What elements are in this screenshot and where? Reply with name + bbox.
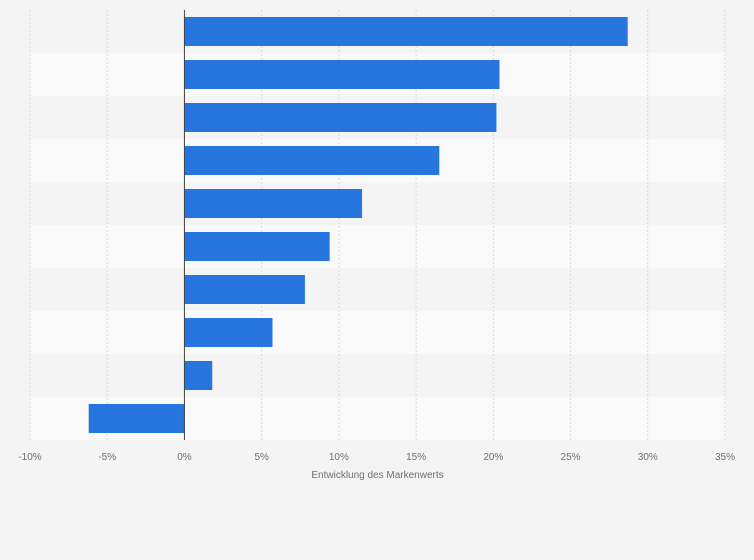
- x-tick-label: -5%: [98, 452, 116, 463]
- bar[interactable]: [184, 60, 500, 89]
- x-tick-labels: -10% -5% 0% 5% 10% 15% 20% 25% 30% 35%: [18, 452, 735, 463]
- bar[interactable]: [88, 404, 185, 433]
- x-tick-label: 35%: [715, 452, 735, 463]
- row-bands: [30, 10, 725, 440]
- row-band: [30, 182, 725, 225]
- x-axis-title: Entwicklung des Markenwerts: [311, 470, 443, 481]
- x-tick-label: 0%: [177, 452, 192, 463]
- row-band: [30, 311, 725, 354]
- row-band: [30, 225, 725, 268]
- x-tick-label: -10%: [18, 452, 41, 463]
- bar[interactable]: [184, 103, 497, 132]
- x-tick-label: 25%: [561, 452, 581, 463]
- bar[interactable]: [184, 275, 305, 304]
- bars: [88, 17, 628, 433]
- bar[interactable]: [184, 189, 363, 218]
- bar[interactable]: [184, 361, 213, 390]
- row-band: [30, 268, 725, 311]
- bar[interactable]: [184, 17, 628, 46]
- x-tick-label: 10%: [329, 452, 349, 463]
- bar[interactable]: [184, 318, 273, 347]
- row-band: [30, 354, 725, 397]
- x-tick-label: 15%: [406, 452, 426, 463]
- x-tick-label: 30%: [638, 452, 658, 463]
- x-tick-label: 20%: [483, 452, 503, 463]
- x-tick-label: 5%: [254, 452, 269, 463]
- bar[interactable]: [184, 146, 440, 175]
- bar[interactable]: [184, 232, 330, 261]
